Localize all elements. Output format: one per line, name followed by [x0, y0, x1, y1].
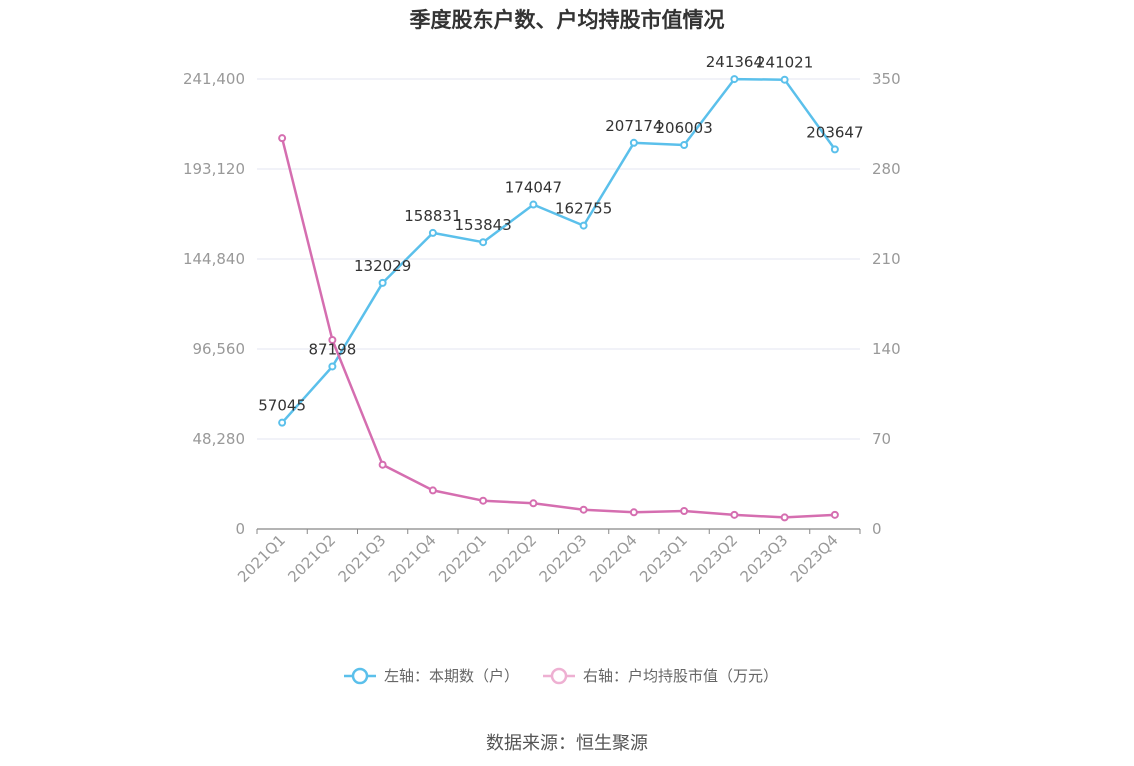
avg-holding-value-point: [830, 510, 839, 519]
data-label: 174047: [505, 179, 562, 197]
data-label: 206003: [655, 119, 712, 137]
x-tick-label: 2023Q1: [636, 531, 691, 586]
shareholder-count-point: [780, 75, 789, 84]
avg-holding-value-point: [278, 134, 287, 143]
x-tick-label: 2023Q2: [686, 531, 741, 586]
data-label: 241364: [706, 53, 763, 71]
avg-holding-value-point: [780, 513, 789, 522]
y-right-tick-label: 350: [872, 70, 901, 88]
data-label: 87198: [309, 340, 357, 358]
y-left-tick-label: 144,840: [183, 250, 245, 268]
legend-label: 右轴：户均持股市值（万元）: [583, 667, 778, 685]
legend-marker-icon: [550, 667, 568, 685]
series: [278, 75, 839, 522]
y-right-tick-label: 210: [872, 250, 901, 268]
data-label: 241021: [756, 54, 813, 72]
data-label: 207174: [605, 117, 662, 135]
x-tick-label: 2022Q2: [485, 531, 540, 586]
data-label: 203647: [806, 123, 863, 141]
avg-holding-value-point: [378, 460, 387, 469]
legend[interactable]: 左轴：本期数（户） 右轴：户均持股市值（万元）: [344, 667, 778, 685]
x-tick-label: 2023Q4: [787, 531, 842, 586]
shareholder-count-point: [479, 238, 488, 247]
shareholder-count-point: [629, 138, 638, 147]
legend-item-avg-holding-value[interactable]: 右轴：户均持股市值（万元）: [543, 667, 778, 685]
x-tick-label: 2023Q3: [737, 531, 792, 586]
avg-holding-value-point: [629, 508, 638, 517]
x-tick-label: 2021Q1: [234, 531, 289, 586]
y-left-tick-label: 193,120: [183, 160, 245, 178]
avg-holding-value-point: [680, 507, 689, 515]
data-label: 162755: [555, 200, 612, 218]
shareholder-count-point: [730, 75, 739, 84]
x-tick-label: 2022Q3: [536, 531, 591, 586]
data-label: 57045: [258, 397, 306, 415]
x-tick-label: 2021Q4: [385, 531, 440, 586]
shareholder-count-line: [281, 77, 836, 424]
shareholder-count-point: [428, 228, 437, 237]
y-right-tick-label: 140: [872, 340, 901, 358]
data-label: 158831: [404, 207, 461, 225]
grid-lines: [257, 78, 860, 440]
avg-holding-value-point: [479, 496, 488, 505]
legend-item-shareholder-count[interactable]: 左轴：本期数（户）: [344, 667, 519, 685]
shareholder-count-point: [278, 418, 287, 427]
y-right-tick-label: 70: [872, 430, 891, 448]
x-tick-label: 2021Q3: [335, 531, 390, 586]
shareholder-count-point: [830, 145, 839, 154]
y-left-tick-label: 0: [235, 520, 245, 538]
avg-holding-value-point: [428, 486, 437, 495]
shareholder-count-point: [328, 362, 337, 371]
x-tick-label: 2022Q4: [586, 531, 641, 586]
avg-holding-value-point: [529, 499, 538, 508]
legend-marker-icon: [351, 667, 369, 685]
avg-holding-value-line: [280, 137, 835, 519]
x-tick-label: 2022Q1: [435, 531, 490, 586]
avg-holding-value-point: [328, 336, 337, 344]
x-tick-label: 2021Q2: [284, 531, 339, 586]
shareholder-count-point: [579, 221, 588, 230]
shareholder-count-point: [680, 140, 689, 149]
shareholder-count-point: [529, 200, 538, 209]
avg-holding-value-point: [730, 510, 739, 519]
data-label: 132029: [354, 257, 411, 275]
y-right-tick-label: 280: [872, 160, 901, 178]
y-left-tick-label: 241,400: [183, 70, 245, 88]
axes: 0 0 48,280 70 96,560 140 144,840 210 193,120 280 2…: [183, 70, 901, 586]
data-label: 153843: [454, 216, 511, 234]
legend-label: 左轴：本期数（户）: [384, 667, 519, 685]
source-note: 数据来源：恒生聚源: [486, 733, 648, 754]
y-left-tick-label: 48,280: [193, 430, 246, 448]
shareholder-count-point: [378, 278, 387, 287]
chart-title: 季度股东户数、户均持股市值情况: [409, 8, 725, 32]
avg-holding-value-point: [579, 505, 588, 514]
y-left-tick-label: 96,560: [193, 340, 246, 358]
y-right-tick-label: 0: [872, 520, 882, 538]
